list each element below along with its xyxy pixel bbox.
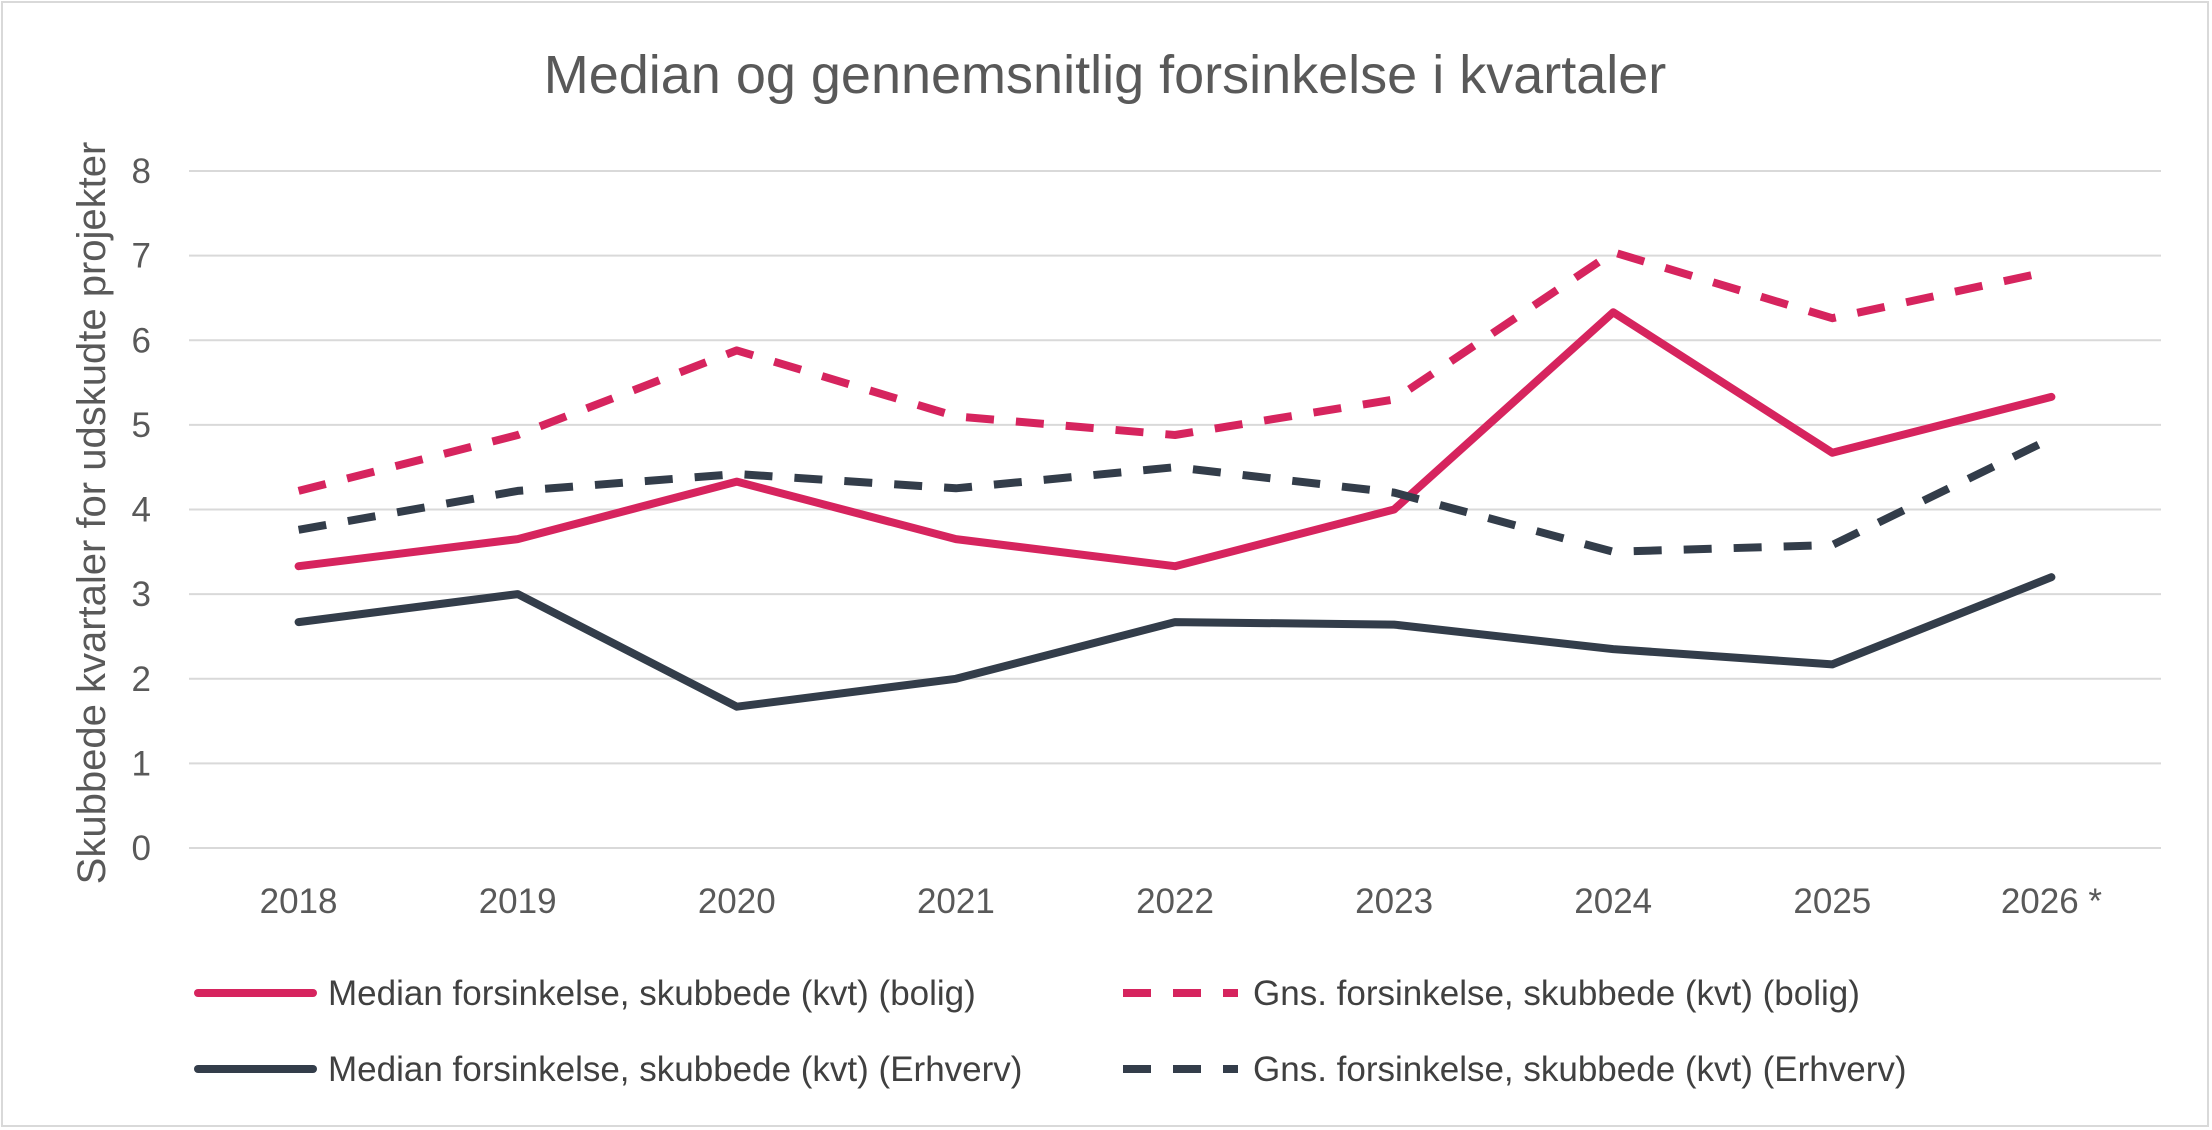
- legend-label-4: Gns. forsinkelse, skubbede (kvt) (Erhver…: [1253, 1050, 1907, 1089]
- y-tick-label: 0: [132, 829, 151, 868]
- gridlines: [189, 170, 2161, 849]
- legend-label-1: Median forsinkelse, skubbede (kvt) (boli…: [328, 974, 976, 1013]
- series-line-3: [294, 573, 2056, 711]
- x-axis-ticks: 2018 2019 2020 2021 2022 2023 2024 2025 2026 *: [260, 882, 2103, 921]
- y-tick-label: 3: [132, 575, 151, 614]
- series-lines: [294, 248, 2056, 711]
- y-tick-label: 4: [132, 491, 151, 530]
- y-tick-label: 2: [132, 660, 151, 699]
- y-axis-label: Skubbede kvartaler for udskudte projekte…: [70, 142, 114, 885]
- y-tick-label: 7: [132, 237, 151, 276]
- legend-label-2: Gns. forsinkelse, skubbede (kvt) (bolig): [1253, 974, 1860, 1013]
- y-tick-label: 1: [132, 744, 151, 783]
- y-tick-label: 6: [132, 321, 151, 360]
- y-tick-label: 5: [132, 406, 151, 445]
- x-tick-label: 2022: [1136, 882, 1214, 921]
- x-tick-label: 2021: [917, 882, 995, 921]
- line-chart: Median og gennemsnitlig forsinkelse i kv…: [70, 45, 2161, 1089]
- y-axis-ticks: 0 1 2 3 4 5 6 7 8: [132, 152, 151, 868]
- x-tick-label: 2025: [1793, 882, 1871, 921]
- x-tick-label: 2018: [260, 882, 338, 921]
- series-line-1: [294, 308, 2056, 571]
- legend: Median forsinkelse, skubbede (kvt) (boli…: [194, 974, 1907, 1089]
- x-tick-label: 2026 *: [2001, 882, 2103, 921]
- series-line-4: [297, 434, 2054, 556]
- chart-title: Median og gennemsnitlig forsinkelse i kv…: [544, 45, 1667, 105]
- x-tick-label: 2024: [1574, 882, 1652, 921]
- x-tick-label: 2019: [479, 882, 557, 921]
- y-tick-label: 8: [132, 152, 151, 191]
- legend-label-3: Median forsinkelse, skubbede (kvt) (Erhv…: [328, 1050, 1022, 1089]
- x-tick-label: 2023: [1355, 882, 1433, 921]
- x-tick-label: 2020: [698, 882, 776, 921]
- series-line-2: [297, 248, 2053, 495]
